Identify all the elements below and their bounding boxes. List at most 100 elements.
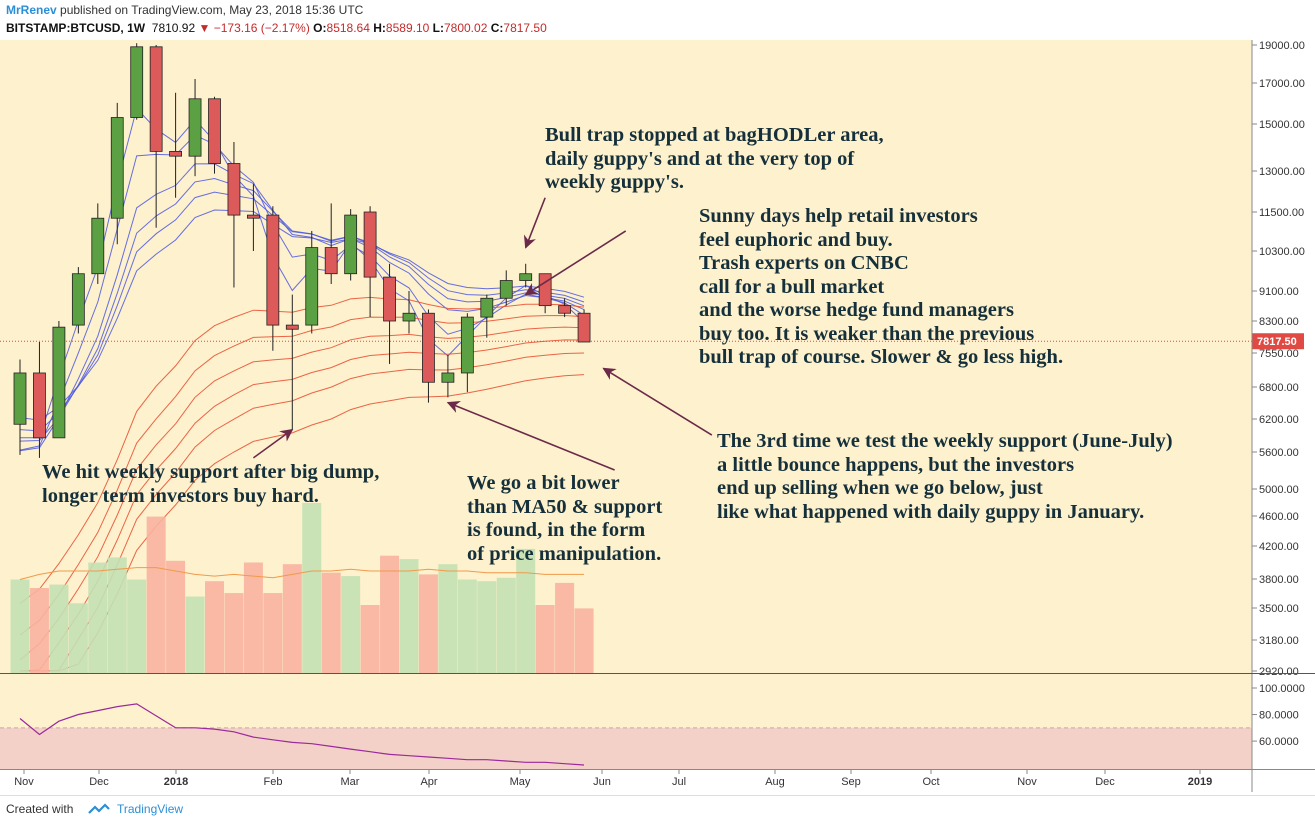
annotation-line: The 3rd time we test the weekly support …	[717, 430, 1173, 452]
annotation-line: We hit weekly support after big dump,	[42, 461, 380, 483]
candle	[246, 184, 260, 251]
annotation-arrow	[524, 230, 627, 296]
volume-bar	[185, 596, 205, 673]
candle-body	[383, 276, 396, 322]
candle	[71, 267, 85, 334]
publish-info: published on TradingView.com, May 23, 20…	[60, 3, 364, 17]
volume-bar	[49, 584, 69, 673]
price-tick-label: 3500.00	[1259, 603, 1299, 615]
price-tick-label: 11500.00	[1259, 207, 1304, 219]
price-tick-label: 6800.00	[1259, 382, 1299, 394]
time-tick-label: Nov	[1017, 776, 1037, 788]
volume-bar	[302, 503, 322, 673]
candle	[266, 206, 280, 351]
oscillator-band	[0, 727, 1252, 769]
time-tick-label: Jul	[672, 776, 686, 788]
guppy-fast-ema	[19, 209, 585, 421]
price-tick-label: 8300.00	[1259, 316, 1299, 328]
candle	[13, 359, 27, 455]
time-tick-label: Dec	[1095, 776, 1115, 788]
annotation-line: bull trap of course. Slower & go less hi…	[699, 346, 1064, 368]
price-tick-label: 3180.00	[1259, 635, 1299, 647]
annotation-line: of price manipulation.	[467, 542, 662, 565]
low-value: 7800.02	[443, 21, 488, 35]
guppy-slow-ema	[19, 339, 585, 672]
candlesticks[interactable]	[13, 43, 591, 458]
price-tick-label: 15000.00	[1259, 119, 1305, 131]
author-link[interactable]: MrRenev	[6, 3, 57, 17]
price-tick-label: 17000.00	[1259, 78, 1305, 90]
candle-body	[52, 326, 66, 439]
symbol-name[interactable]: BITSTAMP:BTCUSD, 1W	[6, 21, 146, 35]
annotation-bull-trap: Bull trap stopped at bagHODLer area, dail…	[545, 124, 884, 195]
annotation-arrow	[252, 428, 294, 459]
price-change: −173.16 (−2.17%)	[213, 21, 310, 35]
annotation-line: than MA50 & support	[467, 495, 663, 518]
candle	[538, 273, 552, 314]
candle-body	[13, 372, 27, 425]
candle	[363, 206, 377, 318]
candle	[383, 263, 396, 364]
time-tick-label: Mar	[341, 776, 360, 788]
btcusd-weekly-chart[interactable]: 2920.00 3180.00 3500.00 3800.00 4200.00 4600.…	[0, 40, 1315, 795]
candle	[285, 294, 299, 430]
open-label: O:	[313, 21, 327, 35]
candle	[110, 102, 124, 245]
annotation-line: longer term investors buy hard.	[42, 484, 319, 507]
candle-body	[266, 214, 280, 326]
candle	[188, 79, 202, 177]
candle-body	[422, 312, 435, 383]
candle	[344, 209, 358, 281]
price-tick-label: 9100.00	[1259, 286, 1299, 298]
candle-body	[110, 117, 124, 219]
time-tick-label: Oct	[922, 776, 939, 788]
price-tick-label: 13000.00	[1259, 166, 1305, 178]
last-price-tag	[1252, 333, 1304, 350]
time-tick-label: Feb	[264, 776, 283, 788]
price-tick-label: 4200.00	[1259, 541, 1299, 553]
annotation-sunny-days: Sunny days help retail investors feel eup…	[699, 205, 1063, 370]
high-value: 8589.10	[385, 21, 430, 35]
open-value: 8518.64	[326, 21, 370, 35]
candle-body	[71, 273, 85, 326]
candle	[149, 45, 163, 228]
time-tick-label: Apr	[420, 776, 437, 788]
candle	[33, 341, 46, 458]
annotation-weekly-support: We hit weekly support after big dump, lon…	[42, 461, 379, 508]
volume-bar	[438, 564, 458, 673]
annotation-arrow	[446, 401, 615, 471]
annotation-line: Trash experts on CNBC	[699, 252, 909, 274]
volume-bar	[360, 605, 380, 673]
guppy-slow-ema	[19, 314, 585, 636]
volume-bar	[282, 564, 302, 673]
price-tick-label: 19000.00	[1259, 40, 1305, 52]
price-tick-label: 4600.00	[1259, 511, 1299, 523]
candle	[480, 294, 494, 338]
annotation-arrow	[523, 197, 546, 249]
candle-body	[91, 217, 105, 275]
price-tick-label: 5600.00	[1259, 447, 1299, 459]
annotation-arrow	[602, 367, 713, 436]
annotation-line: We go a bit lower	[467, 472, 620, 494]
candle-body	[324, 247, 338, 275]
volume-bar	[535, 605, 555, 673]
volume-bar	[88, 562, 108, 673]
volume-bar	[516, 548, 536, 673]
candle	[402, 291, 416, 334]
chart-header: MrRenev published on TradingView.com, Ma…	[0, 0, 1315, 40]
annotation-line: feel euphoric and buy.	[699, 228, 893, 251]
volume-bar	[68, 603, 88, 673]
candle	[91, 203, 105, 284]
footer: Created with TradingView	[0, 795, 1315, 826]
annotation-line: Sunny days help retail investors	[699, 205, 978, 227]
candle-body	[480, 297, 494, 318]
last-price-label: 7817.50	[1257, 336, 1297, 348]
price-tick-label: 10300.00	[1259, 246, 1305, 258]
tradingview-link[interactable]: TradingView	[117, 802, 184, 816]
volume-bar	[205, 581, 224, 673]
close-label: C:	[490, 21, 504, 35]
candle-body	[208, 98, 221, 164]
last-price: 7810.92	[151, 21, 196, 35]
candle	[441, 355, 455, 398]
volume-bar	[496, 577, 516, 673]
